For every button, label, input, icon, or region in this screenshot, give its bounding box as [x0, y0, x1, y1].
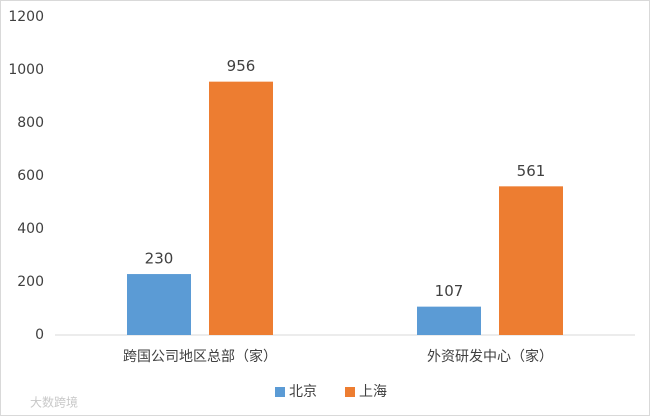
data-label: 561 — [517, 162, 546, 180]
y-tick-label: 200 — [17, 274, 44, 290]
y-tick-label: 600 — [17, 168, 44, 184]
y-tick-label: 0 — [35, 327, 44, 343]
bar — [499, 186, 563, 335]
bar — [127, 274, 191, 335]
legend-swatch — [345, 387, 355, 397]
bar — [209, 81, 273, 335]
data-label: 107 — [435, 282, 464, 300]
bar — [417, 306, 481, 335]
legend-label: 上海 — [359, 384, 387, 400]
x-tick-label: 跨国公司地区总部（家） — [123, 348, 277, 365]
watermark: 大数跨境 — [30, 395, 78, 410]
data-label: 230 — [145, 250, 174, 268]
y-tick-label: 800 — [17, 115, 44, 131]
y-tick-label: 400 — [17, 221, 44, 237]
x-tick-label: 外资研发中心（家） — [427, 348, 553, 365]
y-tick-label: 1200 — [8, 9, 44, 25]
y-tick-label: 1000 — [8, 62, 44, 78]
legend-label: 北京 — [289, 384, 317, 400]
legend-swatch — [275, 387, 285, 397]
data-label: 956 — [227, 57, 256, 75]
